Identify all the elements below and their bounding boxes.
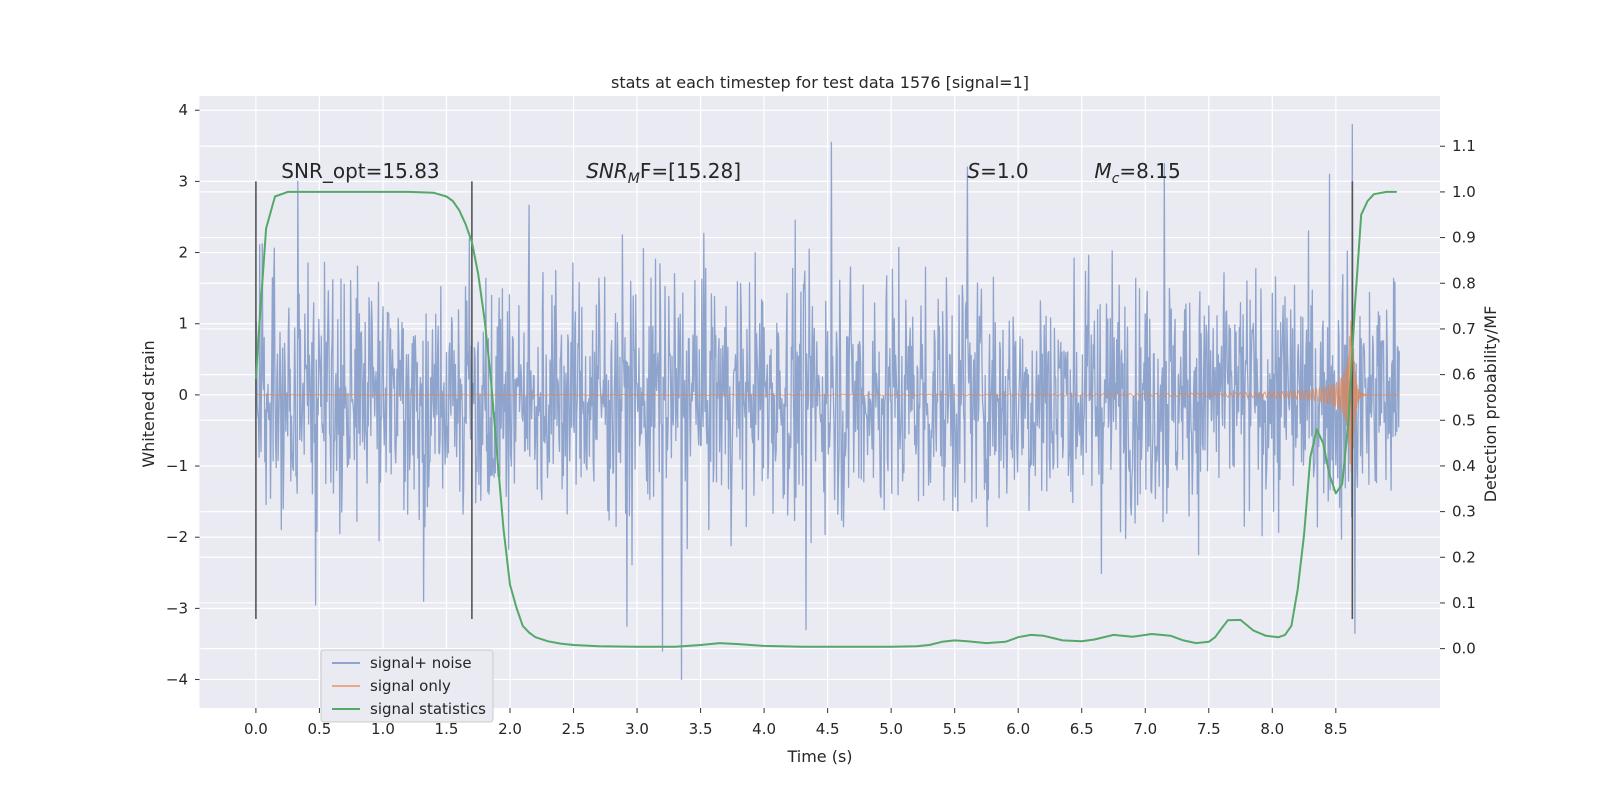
x-tick-label: 1.0 (371, 720, 395, 738)
y-right-tick-label: 0.8 (1452, 274, 1476, 292)
annotation-0: SNR_opt=15.83 (281, 159, 439, 183)
annotation-after: =1.0 (980, 159, 1029, 183)
x-tick-label: 2.0 (498, 720, 522, 738)
y-right-tick-label: 0.2 (1452, 548, 1476, 566)
x-tick-label: 4.0 (752, 720, 776, 738)
annotation-main: S (967, 159, 980, 183)
y-right-tick-label: 0.7 (1452, 320, 1476, 338)
y-tick-label: 1 (178, 315, 188, 333)
y-tick-label: −4 (166, 671, 188, 689)
x-tick-label: 4.5 (816, 720, 840, 738)
x-tick-label: 5.5 (943, 720, 967, 738)
y-tick-label: −3 (166, 599, 188, 617)
y-right-tick-label: 0.5 (1452, 411, 1476, 429)
annotation-after: =8.15 (1119, 159, 1180, 183)
y-right-tick-label: 0.0 (1452, 640, 1476, 658)
annotation-1: SNRMF=[15.28] (586, 159, 741, 187)
legend-label-signal-noise: signal+ noise (370, 654, 472, 672)
y-axis-label: Whitened strain (139, 340, 158, 467)
y-tick-label: 4 (178, 101, 188, 119)
x-tick-label: 7.5 (1197, 720, 1221, 738)
y-right-tick-label: 1.0 (1452, 183, 1476, 201)
y-tick-label: 0 (178, 386, 188, 404)
x-axis-label: Time (s) (786, 747, 852, 766)
annotation-sub: M (628, 171, 640, 187)
x-tick-label: 6.5 (1070, 720, 1094, 738)
x-tick-label: 8.0 (1260, 720, 1284, 738)
y-axis-right-label: Detection probability/MF (1481, 306, 1500, 503)
y-tick-label: −1 (166, 457, 188, 475)
x-tick-label: 3.5 (689, 720, 713, 738)
y-tick-label: 3 (178, 172, 188, 190)
legend: signal+ noise signal only signal statist… (321, 650, 493, 722)
chart-title: stats at each timestep for test data 157… (611, 73, 1029, 92)
y-right-tick-label: 0.1 (1452, 594, 1476, 612)
y-tick-label: 2 (178, 244, 188, 262)
y-right-tick-label: 0.4 (1452, 457, 1476, 475)
y-right-tick-label: 0.6 (1452, 366, 1476, 384)
y-right-tick-label: 0.9 (1452, 229, 1476, 247)
x-tick-label: 2.5 (562, 720, 586, 738)
x-tick-label: 8.5 (1324, 720, 1348, 738)
annotation-3: Mc=8.15 (1094, 159, 1180, 187)
y-tick-label: −2 (166, 528, 188, 546)
legend-label-signal-statistics: signal statistics (370, 700, 486, 718)
x-tick-label: 1.5 (435, 720, 459, 738)
y-right-tick-label: 0.3 (1452, 503, 1476, 521)
legend-label-signal-only: signal only (370, 677, 451, 695)
x-tick-label: 0.5 (307, 720, 331, 738)
annotation-main: SNR_opt=15.83 (281, 159, 439, 183)
annotation-after: F=[15.28] (640, 159, 741, 183)
y-right-tick-label: 1.1 (1452, 137, 1476, 155)
x-tick-label: 6.0 (1006, 720, 1030, 738)
x-tick-label: 5.0 (879, 720, 903, 738)
annotation-main: SNR (586, 159, 628, 183)
x-tick-label: 3.0 (625, 720, 649, 738)
annotation-2: S=1.0 (967, 159, 1028, 183)
x-tick-label: 0.0 (244, 720, 268, 738)
annotation-main: M (1094, 159, 1111, 183)
x-tick-label: 7.0 (1133, 720, 1157, 738)
